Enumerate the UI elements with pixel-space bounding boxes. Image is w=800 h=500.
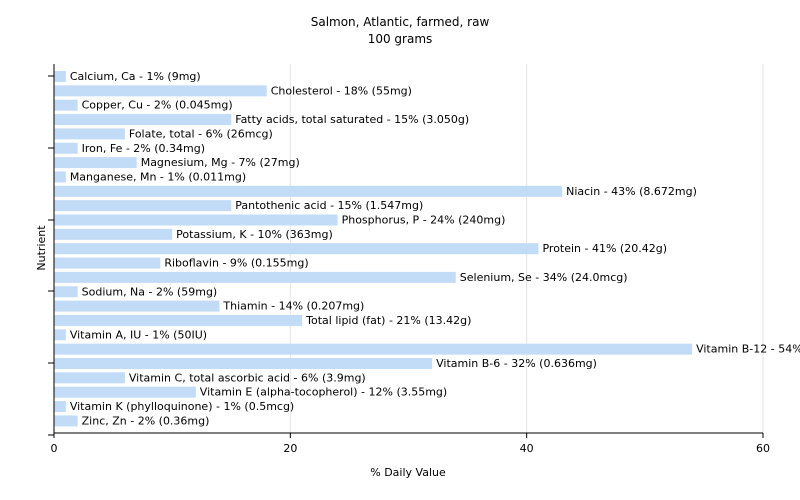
bar-label: Iron, Fe - 2% (0.34mg)	[82, 142, 205, 155]
bar	[54, 401, 66, 413]
bar	[54, 372, 125, 384]
bar-label: Riboflavin - 9% (0.155mg)	[164, 257, 308, 270]
bar	[54, 271, 456, 283]
bar	[54, 343, 693, 355]
bar	[54, 114, 232, 126]
bar-label: Vitamin B-12 - 54% (3.23mcg)	[696, 343, 800, 356]
bar-labels: Calcium, Ca - 1% (9mg) Cholesterol - 18% …	[70, 70, 800, 427]
bar-label: Calcium, Ca - 1% (9mg)	[70, 70, 201, 83]
bars	[54, 71, 693, 427]
bar-label: Fatty acids, total saturated - 15% (3.05…	[235, 113, 469, 126]
bar	[54, 329, 66, 341]
bar-label: Copper, Cu - 2% (0.045mg)	[82, 99, 233, 112]
bar	[54, 243, 539, 255]
bar-label: Manganese, Mn - 1% (0.011mg)	[70, 170, 246, 183]
bar-label: Magnesium, Mg - 7% (27mg)	[141, 156, 300, 169]
x-tick-label: 40	[520, 442, 534, 455]
bar-label: Selenium, Se - 34% (24.0mcg)	[460, 271, 628, 284]
bar-label: Vitamin A, IU - 1% (50IU)	[70, 328, 207, 341]
bar	[54, 300, 220, 312]
bar	[54, 99, 78, 111]
bar-label: Vitamin K (phylloquinone) - 1% (0.5mcg)	[70, 400, 294, 413]
bar-label: Folate, total - 6% (26mcg)	[129, 127, 273, 140]
bar	[54, 185, 563, 197]
x-axis-title: % Daily Value	[370, 466, 446, 479]
bar-label: Pantothenic acid - 15% (1.547mg)	[235, 199, 423, 212]
chart-title: Salmon, Atlantic, farmed, raw	[310, 15, 490, 29]
bar-label: Potassium, K - 10% (363mg)	[176, 228, 333, 241]
bar-label: Vitamin E (alpha-tocopherol) - 12% (3.55…	[200, 386, 447, 399]
bar	[54, 142, 78, 154]
bar-label: Phosphorus, P - 24% (240mg)	[342, 214, 506, 227]
axes: 0 20 40 60	[48, 64, 770, 455]
x-tick-label: 60	[756, 442, 770, 455]
bar	[54, 358, 433, 369]
bar	[54, 157, 137, 169]
bar	[54, 286, 78, 298]
bar	[54, 128, 125, 140]
bar	[54, 71, 66, 82]
bar-label: Total lipid (fat) - 21% (13.42g)	[305, 314, 471, 327]
bar-label: Vitamin C, total ascorbic acid - 6% (3.9…	[129, 371, 366, 384]
bar	[54, 171, 66, 183]
bar	[54, 85, 267, 97]
bar-label: Thiamin - 14% (0.207mg)	[222, 300, 364, 313]
chart-subtitle: 100 grams	[367, 32, 433, 46]
y-axis-title: Nutrient	[35, 225, 48, 271]
bar-label: Sodium, Na - 2% (59mg)	[82, 285, 218, 298]
bar	[54, 200, 232, 212]
x-tick-label: 20	[283, 442, 297, 455]
bar	[54, 257, 161, 269]
bar-label: Cholesterol - 18% (55mg)	[271, 84, 412, 97]
bar	[54, 386, 196, 398]
bar	[54, 415, 78, 427]
bar	[54, 314, 303, 326]
bar-label: Vitamin B-6 - 32% (0.636mg)	[436, 357, 597, 370]
bar	[54, 214, 338, 226]
bar	[54, 228, 173, 240]
x-tick-label: 0	[51, 442, 58, 455]
bar-label: Zinc, Zn - 2% (0.36mg)	[82, 414, 210, 427]
bar-label: Niacin - 43% (8.672mg)	[566, 185, 697, 198]
bar-label: Protein - 41% (20.42g)	[542, 242, 667, 255]
